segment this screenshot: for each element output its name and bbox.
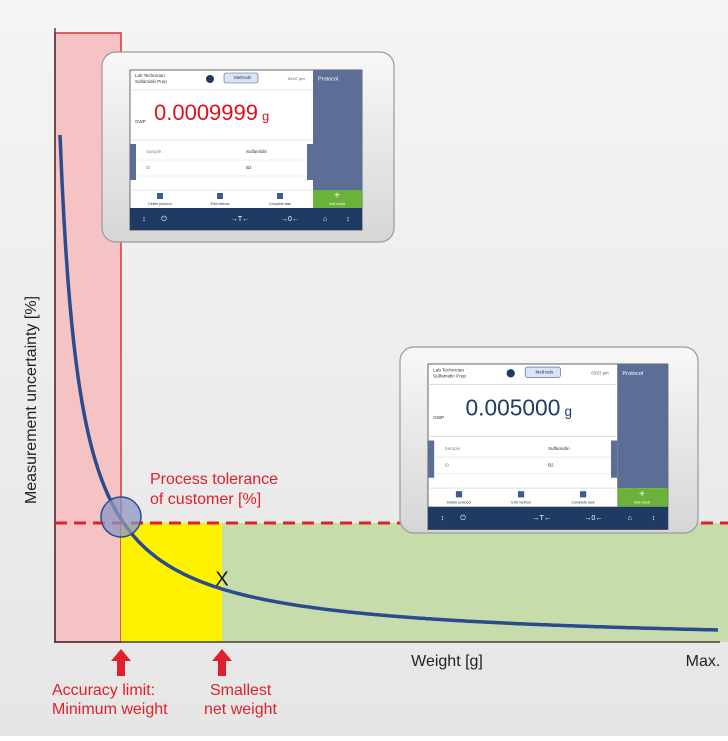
button-label: Edit method [211,202,230,206]
nav-icon: ↕ [441,513,445,522]
side-tab [611,441,617,478]
add-plus: + [639,489,645,500]
user: Lab Technician [433,367,464,372]
x-axis-label: Weight [g] [411,653,483,670]
button-label: Edit method [511,501,530,505]
side-tab [428,441,434,478]
time: 03:07 pm [288,76,305,81]
row-value: B2 [246,165,252,170]
button-icon [456,491,462,497]
nav-icon: ↕ [142,216,146,223]
nav-icon: ⌂ [627,513,631,522]
x-axis-end: Max. [686,653,721,670]
limit-label: Minimum weight [52,701,168,718]
side-tab [307,144,313,180]
diagram: X Measurement uncertainty [%] Weight [g]… [0,0,728,736]
side-panel [617,364,668,488]
nav-icon: →T← [231,216,249,223]
row-label: ID [146,165,151,170]
panel-title: Protocol [622,371,643,377]
limit-label: Accuracy limit: [52,682,155,699]
button-icon [518,491,524,497]
tolerance-label: of customer [%] [150,491,261,508]
add-plus: + [334,191,340,202]
user-icon [507,369,515,377]
add-label: Add result [329,202,345,206]
nav-icon: ⏻ [460,513,466,522]
time: 03:07 pm [591,370,609,375]
user-icon [206,75,214,83]
button-label: Complete task [572,501,595,505]
limit-label: net weight [204,701,277,718]
methods: Methods [234,75,252,80]
weight-value: 0.005000 [466,394,561,420]
row-label: Sample [445,446,461,451]
gwp: GWP [135,119,146,124]
nav-icon: →0← [584,513,602,522]
device-screen: Protocol Lab Technician Sulfamidin Prep Met… [428,364,668,529]
methods: Methods [536,370,554,375]
green-zone [222,523,728,642]
nav-icon: ↕ [346,216,350,223]
weight-unit: g [564,404,571,419]
gwp: GWP [433,415,444,420]
nav-icon: →T← [532,513,551,522]
button-label: Delete protocol [447,501,471,505]
button-icon [217,193,223,199]
row-label: Sample [146,149,162,154]
side-panel [313,70,362,190]
marker-x: X [215,568,228,590]
nav-icon: ⏻ [161,215,167,223]
weight-value: 0.0009999 [154,100,258,125]
side-tab [130,144,136,180]
weight-unit: g [262,108,269,123]
row-value: Sulfamidin [246,149,268,154]
intersection-circle [101,497,141,537]
button-icon [580,491,586,497]
nav-icon: →0← [281,216,299,223]
button-label: Delete protocol [148,202,172,206]
y-axis-label: Measurement uncertainty [%] [23,296,40,504]
nav-icon: ↕ [652,513,656,522]
limit-label: Smallest [210,682,272,699]
task: Sulfamidin Prep [135,79,167,84]
user: Lab Technician [135,73,165,78]
panel-title: Protocol [318,76,338,82]
button-icon [157,193,163,199]
add-label: Add result [634,501,650,505]
row-value: Sulfamidin [548,446,570,451]
row-label: ID [445,463,450,468]
tolerance-label: Process tolerance [150,471,278,488]
button-icon [277,193,283,199]
row-value: B2 [548,463,554,468]
button-label: Complete task [269,202,292,206]
task: Sulfamidin Prep [433,374,466,379]
nav-icon: ⌂ [323,216,327,223]
